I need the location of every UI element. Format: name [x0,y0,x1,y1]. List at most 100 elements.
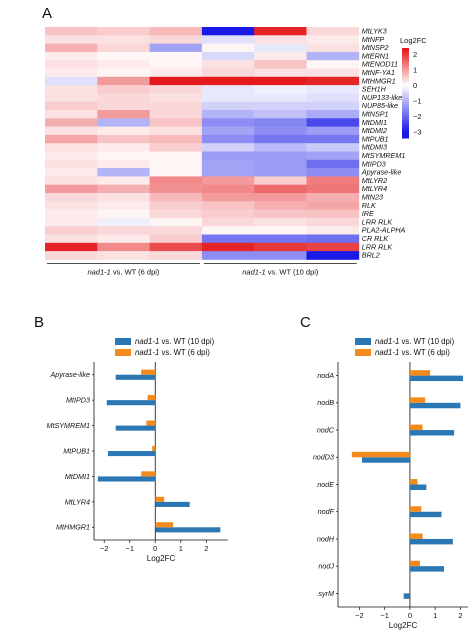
heat-cell [254,217,307,227]
heat-cell [201,168,255,177]
heat-cell [201,193,255,202]
heat-row-label: LRR RLK [362,242,394,251]
legend-gradient-step [402,102,409,105]
heat-cell [97,126,150,136]
heat-cell [254,193,307,202]
heat-cell [97,85,150,94]
category-label: nodC [317,425,335,434]
bar [409,560,421,567]
legend-gradient-step [402,72,409,76]
heat-cell [201,101,255,111]
heat-cell [254,201,307,210]
legend-gradient-step [402,99,409,103]
bar [351,451,410,458]
legend-tick-label: 1 [413,65,417,74]
heat-cell [201,184,255,194]
bar [409,424,423,431]
heat-row-label: PLA2-ALPHA [362,226,406,235]
bar [141,369,156,375]
heat-cell [254,209,307,219]
heat-cell [306,51,360,61]
heat-cell [254,27,307,36]
heat-cell [149,159,203,169]
bar [155,496,165,502]
heat-cell [306,118,360,127]
heat-cell [149,110,203,119]
bar [108,451,156,457]
heat-group-label-italic: nad1-1 [242,267,265,276]
heat-cell [149,251,203,260]
bar [106,400,156,406]
heat-cell [254,43,307,53]
legend-swatch [355,349,371,356]
legend-tick-label: −1 [413,96,422,105]
heat-cell [149,27,203,36]
heat-cell [45,168,98,177]
heat-cell [97,184,150,194]
bar [409,538,453,545]
bar [115,425,156,431]
heat-cell [45,27,98,36]
heat-cell [97,217,150,227]
heat-cell [254,226,307,235]
bar [409,430,455,436]
heat-cell [201,51,255,61]
legend-gradient-step [402,75,409,78]
heat-cell [97,134,150,144]
heat-cell [306,143,360,152]
heat-cell [254,143,307,152]
heat-cell [45,134,98,144]
category-label: MtIPD3 [66,396,90,405]
heat-cell [45,176,98,186]
heat-cell [201,27,255,36]
heat-row-label: MtLYK3 [362,26,387,35]
heat-cell [254,51,307,61]
heat-cell [201,209,255,219]
heat-row-label: MtNSP2 [362,43,389,52]
category-label: nodF [318,507,335,516]
heat-cell [149,234,203,244]
heat-cell [97,151,150,161]
heat-cell [306,60,360,69]
category-label: MtHMGR1 [56,523,90,532]
category-label: syrM [318,589,334,598]
heat-cell [201,93,255,103]
category-label: nodE [317,480,334,489]
heat-cell [97,143,150,152]
heat-cell [149,226,203,235]
legend-label-rest: vs. WT (6 dpi) [159,348,210,357]
heat-cell [97,201,150,210]
heat-cell [149,143,203,152]
heat-cell [306,234,360,244]
heat-group-label-rest: vs. WT (6 dpi) [111,267,160,276]
legend-tick-label: 0 [413,81,417,90]
heat-cell [306,251,360,260]
category-label: nodB [317,398,334,407]
heat-cell [201,159,255,169]
heat-row-label: MtNSP1 [362,109,389,118]
heat-cell [254,234,307,244]
heat-cell [201,85,255,94]
heat-cell [149,101,203,111]
heat-cell [97,60,150,69]
legend-gradient-step [402,57,409,60]
x-axis-title: Log2FC [389,621,418,630]
bar [409,479,418,485]
category-label: nodJ [318,562,334,571]
legend-label-rest: vs. WT (10 dpi) [159,337,214,346]
bar [409,402,461,409]
category-label: Apyrase-like [49,370,90,379]
heat-row-label: CR RLK [362,234,390,243]
legend-gradient-step [402,84,409,87]
heat-cell [45,159,98,169]
heat-row-label: NUP85-like [362,101,398,110]
heat-cell [254,184,307,194]
category-label: MtLYR4 [65,497,90,506]
legend-label-italic: nad1-1 [375,337,399,346]
heat-cell [149,168,203,177]
bar [409,533,423,539]
heat-cell [45,118,98,127]
heat-cell [97,251,150,260]
bar [409,511,442,518]
heat-cell [201,76,255,86]
